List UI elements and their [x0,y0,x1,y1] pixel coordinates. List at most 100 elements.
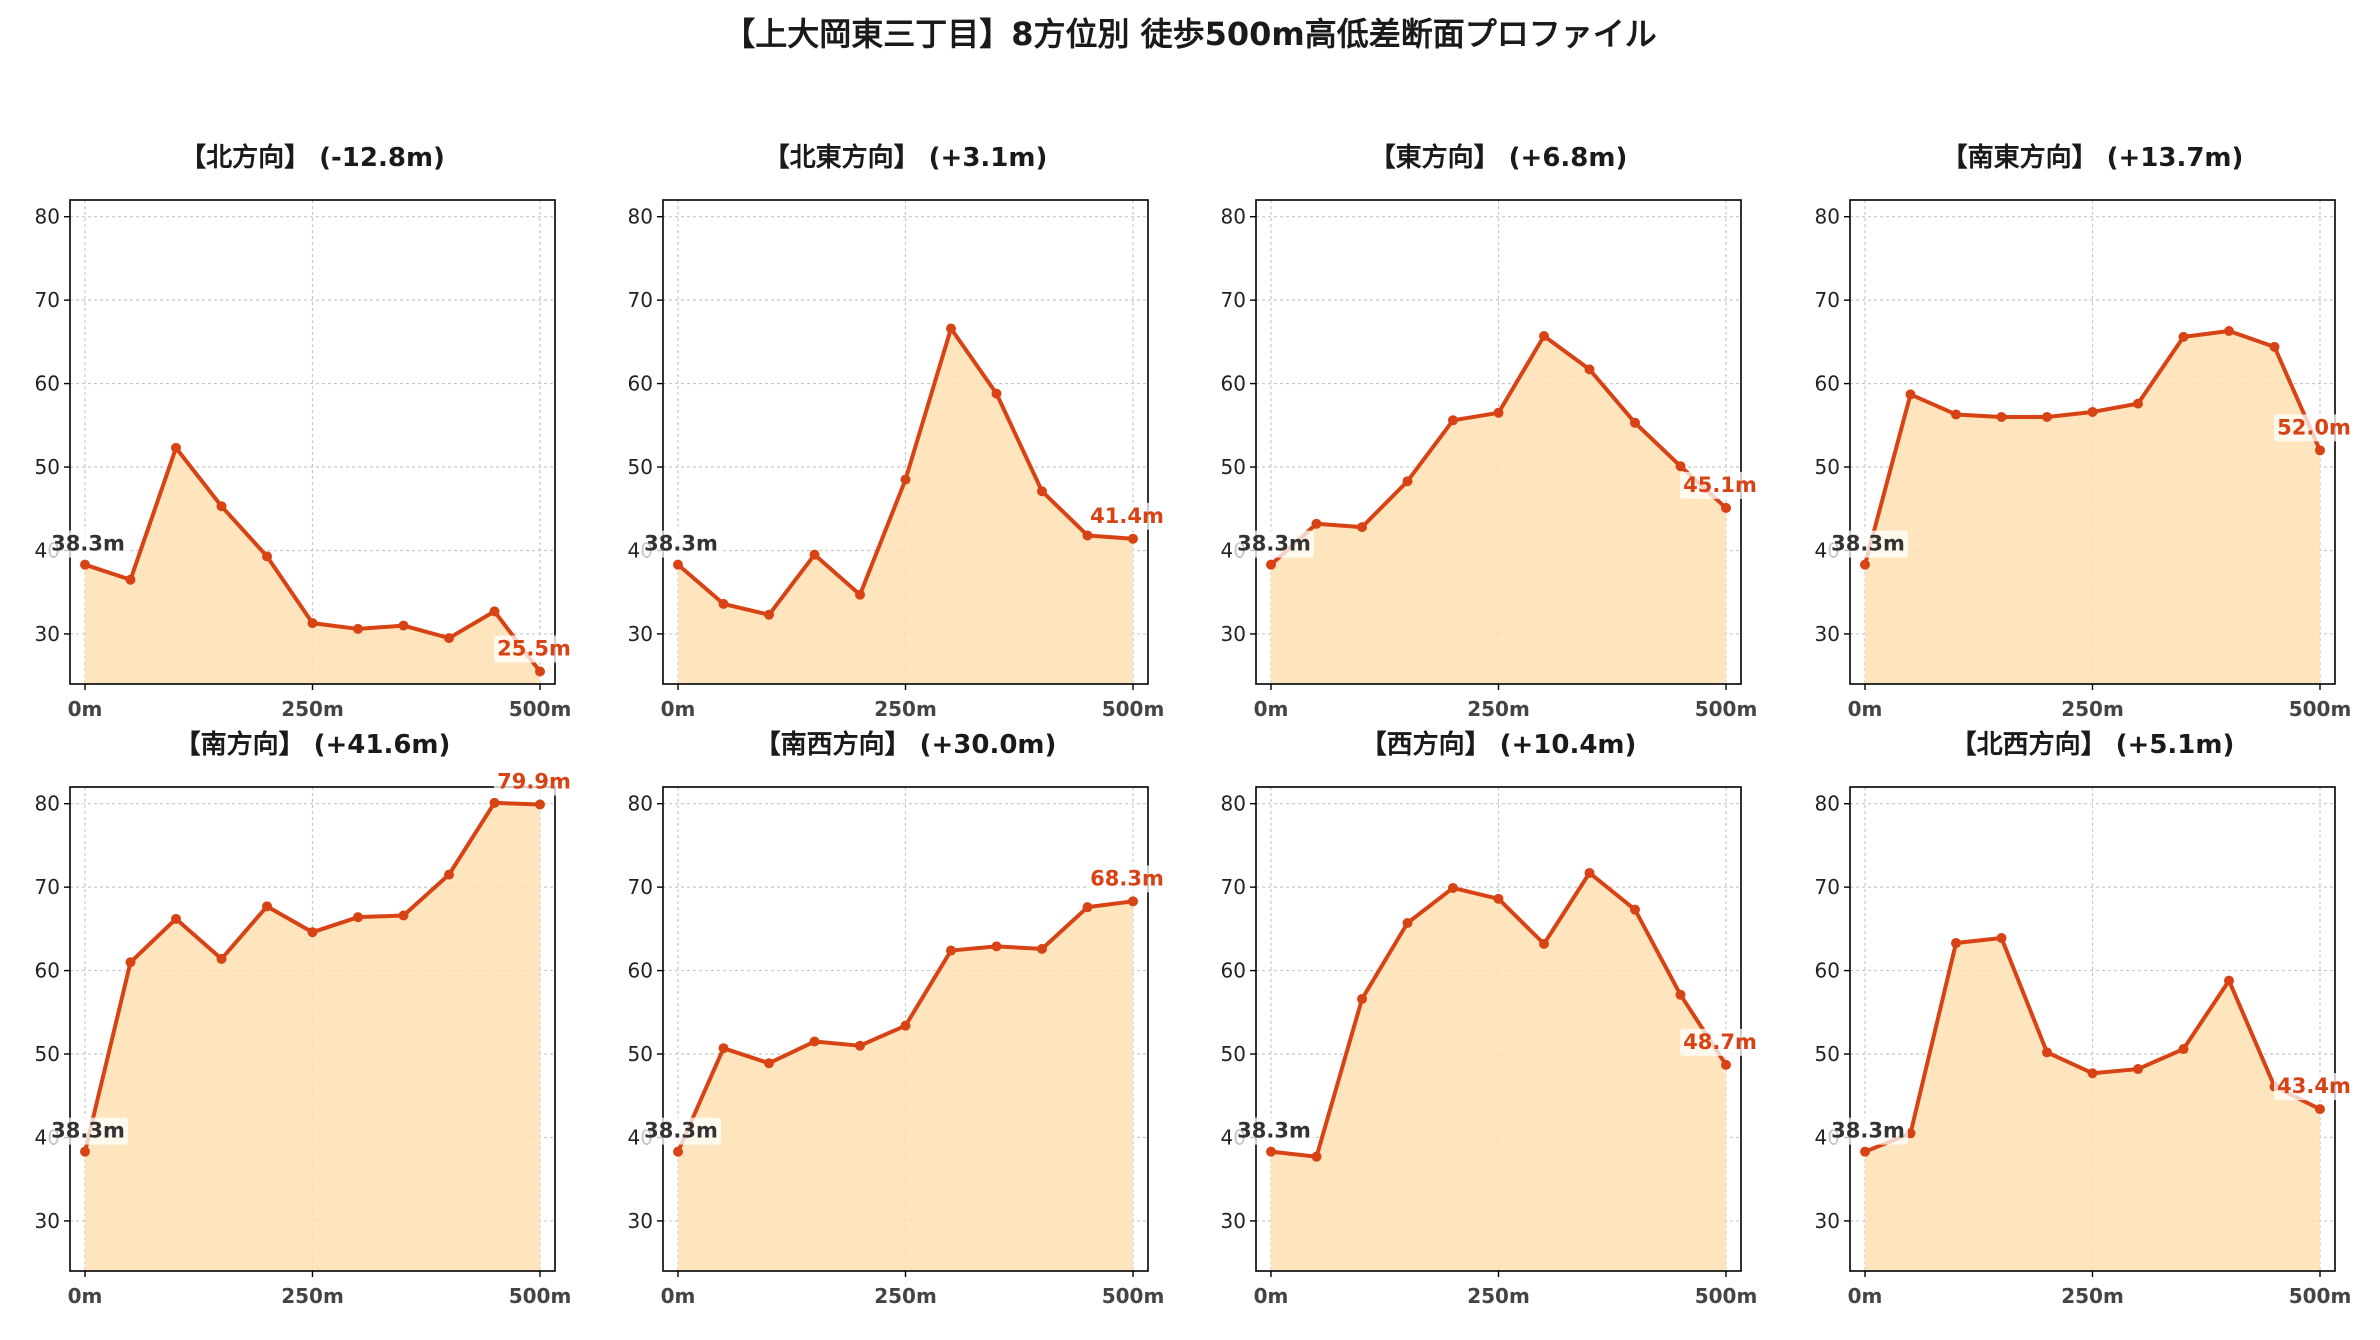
y-tick-label: 30 [628,1209,653,1233]
y-tick-label: 30 [1815,1209,1840,1233]
elevation-point [489,797,500,808]
elevation-point [2133,1064,2143,1075]
x-tick-label: 250m [1467,697,1530,721]
y-tick-label: 30 [628,622,653,646]
start-elevation-label: 38.3m [644,1119,718,1143]
panel-title: 【北西方向】 (+5.1m) [1951,729,2235,760]
start-label-box [641,1117,721,1145]
elevation-point [1402,918,1413,929]
elevation-point [900,1020,911,1031]
x-tick-label: 250m [874,1284,937,1308]
start-label-box [1234,1117,1314,1145]
elevation-point [2087,1068,2098,1079]
y-tick-label: 70 [1221,288,1246,312]
elevation-point [1951,938,1961,949]
x-tick-label: 250m [281,697,344,721]
y-tick-label: 50 [35,455,60,479]
end-elevation-label: 45.1m [1683,473,1757,497]
elevation-point [2224,975,2234,986]
elevation-point [1675,461,1686,472]
end-elevation-label: 25.5m [497,636,571,660]
elevation-point [1721,1059,1731,1070]
y-tick-label: 80 [1815,792,1840,816]
elevation-point [171,913,181,924]
elevation-point [718,598,729,609]
start-label-box [1234,530,1314,558]
elevation-point [1539,331,1549,342]
elevation-point [991,941,1002,952]
elevation-point [946,323,956,334]
elevation-point [1539,938,1549,949]
x-tick-label: 250m [281,1284,344,1308]
start-elevation-label: 38.3m [1831,1119,1905,1143]
elevation-point [1584,867,1595,878]
elevation-point [2178,331,2189,342]
elevation-point [1082,530,1093,541]
elevation-point [535,799,545,810]
elevation-point [262,901,272,912]
elevation-point [1493,893,1504,904]
end-elevation-label: 79.9m [497,770,571,794]
y-tick-label: 70 [628,875,653,899]
elevation-point [809,549,820,560]
y-tick-label: 50 [1815,1042,1840,1066]
elevation-area-fill [678,901,1133,1271]
y-tick-label: 30 [35,1209,60,1233]
x-tick-label: 0m [68,1284,103,1308]
elevation-point [764,1058,774,1069]
x-tick-label: 500m [1695,697,1758,721]
x-tick-label: 0m [1254,1284,1289,1308]
elevation-point [398,620,409,631]
y-tick-label: 80 [1221,792,1246,816]
elevation-area-fill [1271,336,1726,684]
elevation-point [262,551,272,562]
y-tick-label: 50 [1815,455,1840,479]
elevation-point [1996,411,2007,422]
elevation-point [1448,415,1458,426]
end-elevation-label: 48.7m [1683,1030,1757,1054]
start-label-box [641,530,721,558]
elevation-point [216,953,227,964]
elevation-area-fill [678,328,1133,684]
start-elevation-label: 38.3m [51,1119,125,1143]
y-tick-label: 70 [628,288,653,312]
y-tick-label: 80 [35,792,60,816]
elevation-point [1493,407,1504,418]
start-label-box [1828,530,1908,558]
elevation-point [535,666,545,677]
y-tick-label: 60 [35,372,60,396]
elevation-point [1905,389,1916,400]
end-label-box [1680,471,1760,499]
x-tick-label: 250m [2061,697,2124,721]
elevation-point [673,559,683,570]
elevation-point [1357,522,1367,533]
elevation-point [444,633,454,644]
elevation-point [125,957,136,968]
x-tick-label: 0m [661,1284,696,1308]
elevation-point [2224,326,2234,337]
y-tick-label: 50 [628,1042,653,1066]
y-tick-label: 30 [1221,622,1246,646]
y-tick-label: 30 [35,622,60,646]
elevation-point [1037,486,1047,497]
elevation-point [125,574,136,585]
end-label-box [2274,414,2354,442]
start-label-box [1828,1117,1908,1145]
elevation-point [809,1036,820,1047]
y-tick-label: 60 [1221,959,1246,983]
y-tick-label: 50 [628,455,653,479]
elevation-point [2042,411,2052,422]
x-tick-label: 250m [1467,1284,1530,1308]
y-tick-label: 80 [1815,205,1840,229]
start-label-box [48,1117,128,1145]
x-tick-label: 500m [2289,1284,2352,1308]
end-elevation-label: 41.4m [1090,504,1164,528]
elevation-point [307,927,318,938]
start-label-box [48,530,128,558]
x-tick-label: 500m [509,697,572,721]
